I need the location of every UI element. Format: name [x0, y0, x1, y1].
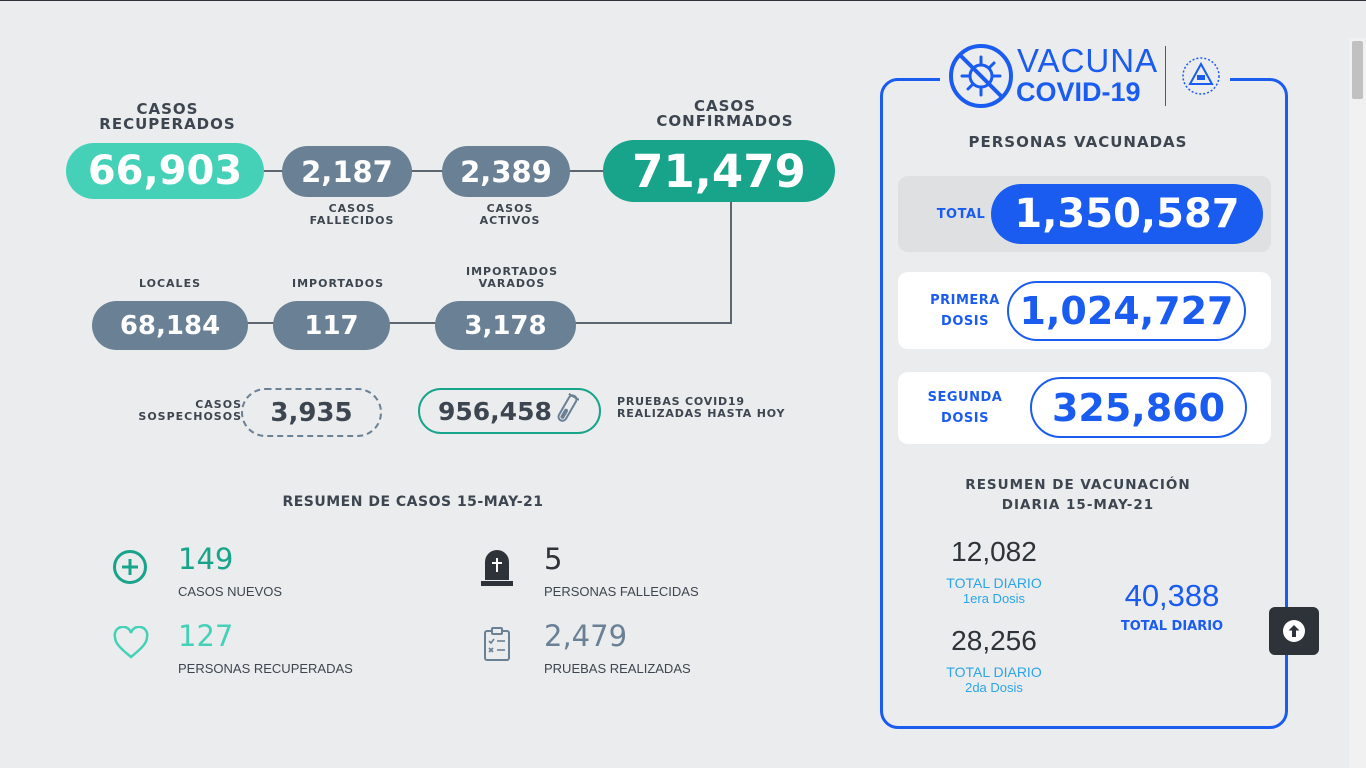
- arrow-up-circle-icon: [1282, 619, 1306, 643]
- connector-line: [730, 200, 732, 324]
- pruebas-value: 956,458: [438, 396, 552, 426]
- varados-value: 3,178: [435, 301, 576, 350]
- vaccine-primera-value: 1,024,727: [1007, 281, 1246, 341]
- vaccine-primera-label: PRIMERA DOSIS: [930, 293, 1000, 329]
- importados-value: 117: [273, 301, 390, 350]
- vaccine-title: PERSONAS VACUNADAS: [968, 133, 1188, 151]
- vaccine-segunda-card: [898, 372, 1271, 444]
- locales-label: LOCALES: [139, 277, 201, 290]
- logo-divider: [1165, 46, 1166, 106]
- pruebas-realizadas-value: 2,479: [544, 619, 628, 653]
- heart-icon: [112, 625, 150, 664]
- summary-title: RESUMEN DE CASOS 15-MAY-21: [282, 494, 544, 510]
- sospechosos-value: 3,935: [241, 388, 382, 437]
- recuperadas-label: PERSONAS RECUPERADAS: [178, 661, 353, 676]
- daily2-value: 28,256: [951, 625, 1037, 656]
- daily1-value: 12,082: [951, 536, 1037, 567]
- recuperados-label: CASOS RECUPERADOS: [99, 100, 236, 133]
- vaccine-primera-card: [898, 272, 1271, 349]
- pruebas-label: PRUEBAS COVID19 REALIZADAS HASTA HOY: [617, 395, 786, 420]
- national-seal-icon: [1181, 56, 1221, 100]
- page-scrollbar[interactable]: [1349, 38, 1366, 768]
- total-daily-label: TOTAL DIARIO: [1120, 619, 1224, 634]
- fallecidos-value: 2,187: [282, 146, 412, 197]
- casos-nuevos-label: CASOS NUEVOS: [178, 584, 283, 599]
- logo-vacuna-text: VACUNA: [1017, 42, 1159, 79]
- daily1-sub: 1era Dosis: [962, 591, 1026, 606]
- logo-covid-text: COVID-19: [1016, 77, 1141, 107]
- vaccine-segunda-label: SEGUNDA DOSIS: [927, 390, 1003, 426]
- total-daily-value: 40,388: [1124, 578, 1220, 613]
- vaccine-total-value: 1,350,587: [991, 184, 1263, 244]
- plus-circle-icon: [112, 549, 148, 589]
- importados-label: IMPORTADOS: [292, 277, 384, 290]
- locales-value: 68,184: [92, 301, 248, 350]
- vaccine-segunda-value: 325,860: [1030, 377, 1247, 438]
- confirmados-value: 71,479: [603, 140, 835, 202]
- vaccine-total-label: TOTAL: [936, 207, 986, 222]
- fallecidas-label: PERSONAS FALLECIDAS: [544, 584, 699, 599]
- recuperadas-value: 127: [178, 619, 234, 653]
- confirmados-label: CASOS CONFIRMADOS: [656, 97, 794, 130]
- activos-label: CASOS ACTIVOS: [479, 202, 541, 227]
- recuperados-value: 66,903: [66, 143, 264, 199]
- pruebas-pill: 956,458: [418, 388, 601, 434]
- pruebas-realizadas-label: PRUEBAS REALIZADAS: [544, 661, 691, 676]
- daily2-sub: 2da Dosis: [965, 680, 1023, 695]
- daily1-label: TOTAL DIARIO: [946, 575, 1042, 591]
- clipboard-icon: [482, 626, 512, 666]
- connector-line: [262, 170, 607, 172]
- scroll-top-button[interactable]: [1269, 607, 1319, 655]
- casos-nuevos-value: 149: [178, 542, 234, 576]
- fallecidas-value: 5: [544, 542, 563, 576]
- virus-crossed-icon: [947, 42, 1015, 114]
- daily2-label: TOTAL DIARIO: [946, 664, 1042, 680]
- activos-value: 2,389: [442, 146, 570, 197]
- window-top-border: [0, 0, 1366, 1]
- test-tube-icon: [555, 392, 580, 430]
- sospechosos-label: CASOS SOSPECHOSOS: [138, 398, 242, 423]
- tombstone-icon: [480, 548, 514, 592]
- varados-label: IMPORTADOS VARADOS: [466, 265, 558, 290]
- fallecidos-label: CASOS FALLECIDOS: [309, 202, 395, 227]
- scrollbar-thumb[interactable]: [1352, 41, 1363, 99]
- vaccine-resumen-title: RESUMEN DE VACUNACIÓN DIARIA 15-MAY-21: [965, 477, 1191, 513]
